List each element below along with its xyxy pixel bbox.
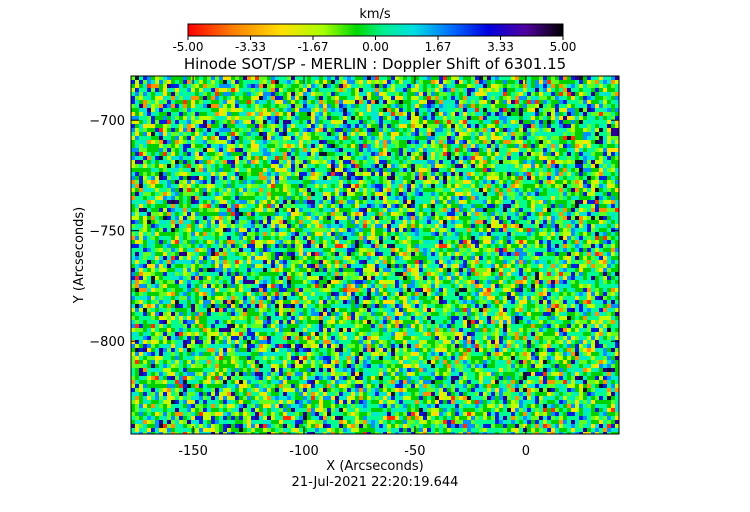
colorbar-tick-label: 5.00	[550, 40, 577, 54]
colorbar-tick-label: 0.00	[362, 40, 389, 54]
colorbar-ticks: -5.00 -3.33 -1.67 0.00 1.67 3.33 5.00	[172, 36, 576, 54]
y-axis-label: Y (Arcseconds)	[72, 207, 87, 304]
x-axis: -150 -100 -50 0	[178, 76, 530, 459]
colorbar-tick-label: -5.00	[172, 40, 203, 54]
y-tick-label: −750	[89, 225, 125, 240]
x-axis-label: X (Arcseconds)	[326, 459, 423, 474]
colorbar-tick-label: 3.33	[487, 40, 514, 54]
x-tick-label: -100	[289, 444, 319, 459]
colorbar-tick-label: 1.67	[425, 40, 452, 54]
y-tick-label: −800	[89, 335, 125, 350]
doppler-heatmap	[131, 76, 619, 434]
colorbar-tick-label: -1.67	[297, 40, 328, 54]
y-axis: −700 −750 −800	[89, 114, 619, 350]
x-tick-label: 0	[522, 444, 530, 459]
plot-frame	[130, 75, 620, 435]
colorbar-unit-label: km/s	[359, 7, 391, 22]
colorbar	[187, 23, 564, 37]
x-tick-label: -150	[178, 444, 208, 459]
footer-timestamp: 21-Jul-2021 22:20:19.644	[292, 475, 459, 490]
y-tick-label: −700	[89, 114, 125, 129]
chart-title: Hinode SOT/SP - MERLIN : Doppler Shift o…	[184, 55, 566, 73]
colorbar-tick-label: -3.33	[235, 40, 266, 54]
x-tick-label: -50	[404, 444, 425, 459]
